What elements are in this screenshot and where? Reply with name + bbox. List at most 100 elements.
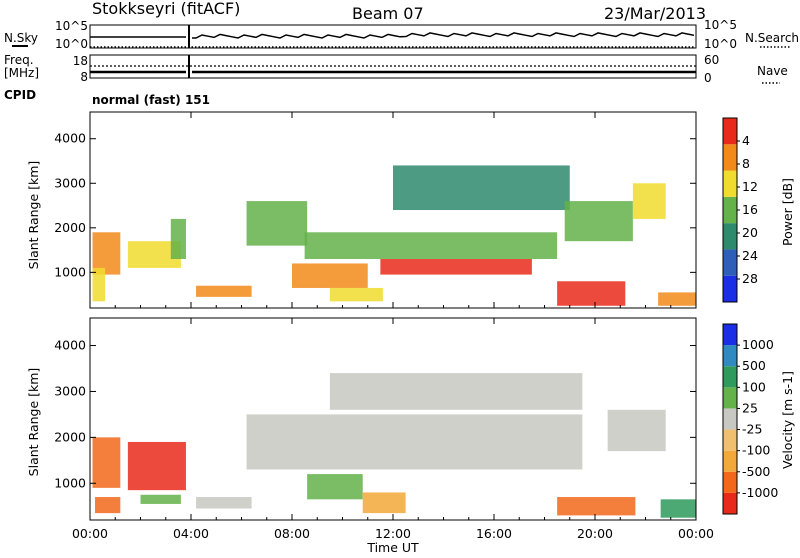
nsky-top-label: 10^5 [55,19,88,33]
colorbar-swatch [723,144,737,171]
colorbar-tick-label: 20 [742,225,758,240]
cpid-value: normal (fast) 151 [92,93,210,107]
nave-label: Nave [757,64,788,78]
colorbar-tick-label: -500 [742,464,770,479]
velocity-colorbar-label: Velocity [m s-1] [780,371,795,469]
x-tick-label: 12:00 [375,526,411,541]
colorbar-swatch [723,324,737,346]
freq-bottom-label: 8 [80,70,88,84]
colorbar-tick-label: -100 [742,443,770,458]
nsky-bottom-label: 10^0 [55,37,88,51]
time-x-axis: 00:00 04:00 08:00 12:00 16:00 20:00 00:00 [72,112,714,541]
y-tick-label: 4000 [54,338,86,353]
x-tick-label: 20:00 [577,526,613,541]
echo-region-7 [329,287,383,302]
echo-region-14 [658,292,696,306]
colorbar-swatch [723,387,737,409]
colorbar-tick-label: 12 [742,179,758,194]
colorbar-swatch [723,471,737,493]
colorbar-tick-label: 25 [742,400,758,415]
colorbar-swatch [723,450,737,472]
station-title: Stokkseyri (fitACF) [92,0,240,18]
colorbar-tick-label: 28 [742,271,758,286]
colorbar-swatch [723,170,737,197]
echo-region-4 [196,285,252,297]
y-tick-label: 2000 [54,220,86,235]
x-tick-label: 00:00 [72,526,108,541]
date-label: 23/Mar/2013 [604,4,706,23]
colorbar-swatch [723,408,737,430]
velocity-y-axis: 1000 2000 3000 4000 [54,338,696,490]
nsky-label: N.Sky [4,31,38,45]
colorbar-swatch [723,223,737,250]
y-tick-label: 2000 [54,429,86,444]
echo-region-12 [564,201,633,242]
colorbar-tick-label: 16 [742,202,758,217]
x-tick-label: 00:00 [678,526,714,541]
echo-region-0 [92,232,121,275]
colorbar-tick-label: -1000 [742,485,778,500]
power-y-label: Slant Range [km] [26,161,41,270]
x-axis-title: Time UT [366,540,419,554]
echo-region-5 [246,201,308,246]
echo-region-10 [393,165,570,210]
colorbar-tick-label: 8 [742,156,750,171]
cpid-label: CPID [4,88,36,102]
power-heatmap [92,165,696,306]
echo-region-1 [92,267,106,302]
colorbar-swatch [723,429,737,451]
y-tick-label: 3000 [54,383,86,398]
freq-top-label: 18 [73,54,88,68]
echo-region-11 [557,281,626,306]
echo-region-3 [140,494,181,504]
x-tick-label: 08:00 [274,526,310,541]
velocity-y-label: Slant Range [km] [26,368,41,477]
colorbar-frame [722,323,738,515]
freq-unit-label: [MHz] [4,66,39,80]
colorbar-swatch [723,275,737,302]
echo-region-6 [292,263,368,288]
nsearch-bottom-label: 10^0 [704,37,737,51]
echo-region-9 [557,497,636,516]
nave-bottom-label: 0 [704,71,712,85]
freq-strip-frame [89,54,697,79]
y-tick-label: 4000 [54,131,86,146]
colorbar-swatch [723,118,737,145]
colorbar-tick-label: 4 [742,133,750,148]
x-tick-label: 16:00 [476,526,512,541]
y-tick-label: 3000 [54,175,86,190]
echo-region-1 [95,497,121,514]
echo-region-9 [380,259,532,275]
echo-region-13 [632,183,666,219]
colorbar-swatch [723,492,737,514]
velocity-colorbar: 1000 500 100 25 -25 -100 -500 -1000 [722,323,778,515]
echo-region-11 [660,499,696,518]
colorbar-tick-label: 1000 [742,337,774,352]
nave-top-label: 60 [704,53,719,67]
power-y-axis: 1000 2000 3000 4000 [54,131,696,279]
echo-region-3 [170,218,186,259]
nsky-trace-b [192,32,695,39]
y-tick-label: 1000 [54,475,86,490]
colorbar-swatch [723,345,737,367]
echo-region-2 [127,441,186,491]
y-tick-label: 1000 [54,264,86,279]
x-tick-label: 04:00 [173,526,209,541]
echo-region-4 [196,497,252,509]
beam-label: Beam 07 [352,4,424,23]
power-colorbar: 4 8 12 16 20 24 28 [722,117,758,303]
nsearch-top-label: 10^5 [704,18,737,32]
nsky-trace [90,25,696,48]
echo-region-8 [362,492,406,514]
echo-region-7 [307,474,363,500]
colorbar-tick-label: 100 [742,379,766,394]
colorbar-swatch [723,366,737,388]
colorbar-swatch [723,249,737,276]
echo-region-8 [304,232,558,259]
echo-region-10 [607,409,666,452]
echo-region-0 [92,437,121,488]
velocity-heatmap [92,373,696,518]
freq-label: Freq. [4,53,34,67]
